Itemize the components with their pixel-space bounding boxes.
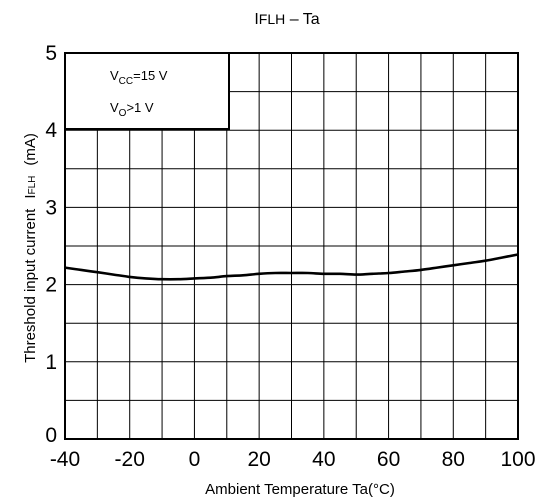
y-tick-label: 2 — [45, 274, 57, 297]
conditions-box: VCC=15 V VO>1 V — [64, 52, 230, 130]
y-tick-label: 5 — [45, 42, 57, 65]
y-axis-label-text: Threshold input current IFLH (mA) — [22, 133, 39, 363]
y-tick-label: 4 — [45, 119, 57, 142]
chart-title-sub: FLH — [259, 11, 285, 27]
y-axis-label-name: Threshold input current — [22, 208, 39, 363]
y-axis-label: Threshold input current IFLH (mA) — [22, 133, 39, 363]
x-tick-label: 20 — [247, 448, 270, 471]
condition-vo-rest: >1 V — [126, 100, 153, 115]
x-tick-labels: -40 -20 0 20 40 60 80 100 — [50, 448, 536, 471]
x-tick-label: -40 — [50, 448, 80, 471]
condition-vcc-rest: =15 V — [133, 68, 168, 83]
y-tick-label: 3 — [45, 196, 57, 219]
x-tick-label: 40 — [312, 448, 335, 471]
y-axis-label-unit: (mA) — [22, 133, 39, 166]
x-tick-label: 100 — [500, 448, 535, 471]
x-tick-label: 60 — [377, 448, 400, 471]
condition-vcc-sub: CC — [119, 76, 133, 87]
condition-vo-sub: O — [119, 108, 127, 119]
condition-vo-main: V — [110, 100, 119, 115]
chart-title: IFLH – Ta — [254, 11, 319, 28]
y-tick-labels: 0 1 2 3 4 5 — [45, 42, 57, 447]
y-tick-label: 0 — [45, 424, 57, 447]
x-tick-label: 0 — [189, 448, 201, 471]
y-tick-label: 1 — [45, 351, 57, 374]
plot-frame — [64, 52, 519, 440]
chart-title-rest: – Ta — [285, 11, 320, 28]
grid — [65, 53, 518, 439]
conditions-box-bg — [64, 52, 230, 130]
y-axis-label-symbol-sub: FLH — [27, 176, 38, 195]
condition-vcc: VCC=15 V — [110, 68, 168, 87]
condition-vcc-main: V — [110, 68, 119, 83]
chart-title-main: I — [254, 11, 258, 28]
threshold-current-curve — [64, 253, 519, 281]
x-tick-label: 80 — [442, 448, 465, 471]
y-axis-label-symbol-main: I — [22, 194, 39, 198]
x-tick-label: -20 — [115, 448, 145, 471]
x-axis-label: Ambient Temperature Ta(°C) — [205, 481, 395, 498]
condition-vo: VO>1 V — [110, 100, 154, 119]
